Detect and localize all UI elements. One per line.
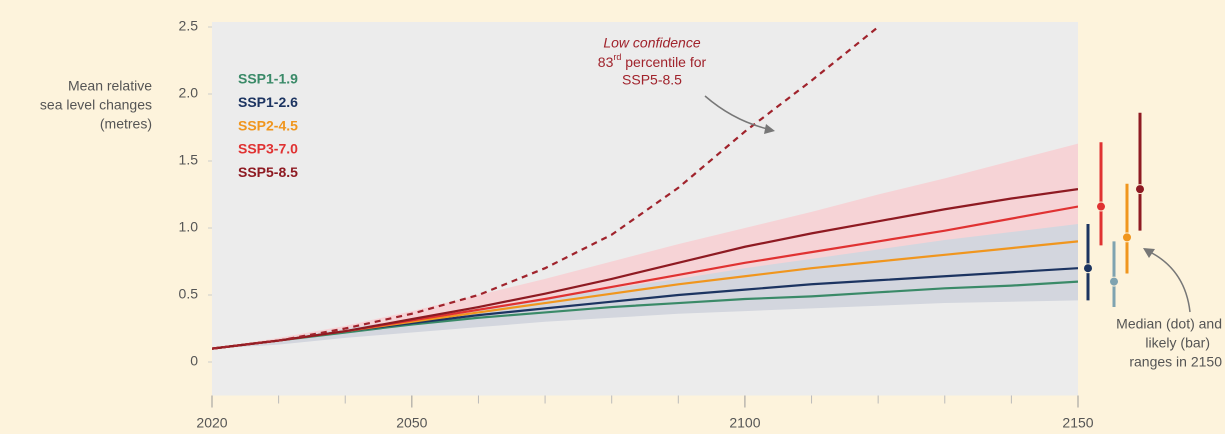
- plot-area: 0 0.5 1.0 1.5 2.0 2.5 2020 2050 2100 2150 SSP1-1.9…: [179, 18, 1094, 431]
- median-dot: [1109, 276, 1119, 287]
- y-axis-label: sea level changes: [40, 97, 152, 113]
- median-dot: [1096, 201, 1106, 212]
- note: Median (dot) and: [1116, 316, 1222, 332]
- note: likely (bar): [1145, 335, 1210, 351]
- y-tick-label: 0.5: [179, 286, 199, 302]
- legend-label: SSP1-2.6: [238, 94, 298, 110]
- y-tick-label: 2.5: [179, 18, 199, 34]
- series-line: [212, 280, 1078, 350]
- median-dot: [1135, 184, 1145, 195]
- arrowhead: [764, 124, 775, 134]
- y-axis-label: Mean relative: [68, 78, 152, 94]
- legend-label: SSP5-8.5: [238, 164, 298, 180]
- x-tick-label: 2100: [729, 415, 760, 431]
- legend-label: SSP2-4.5: [238, 117, 298, 133]
- arrow: [1145, 249, 1191, 313]
- y-tick-label: 1.0: [179, 219, 199, 235]
- annotation: Low confidence: [603, 35, 701, 51]
- annotation: 83rd percentile for: [598, 52, 707, 69]
- legend-label: SSP1-1.9: [238, 71, 298, 87]
- y-tick-label: 0: [190, 353, 198, 369]
- median-dot: [1122, 232, 1132, 243]
- annotation-part: rd: [613, 52, 621, 62]
- y-axis-label: (metres): [100, 116, 152, 132]
- y-tick-label: 2.0: [179, 85, 199, 101]
- y-tick-label: 1.5: [179, 152, 199, 168]
- x-tick-label: 2050: [396, 415, 427, 431]
- median-dot: [1083, 263, 1093, 274]
- x-tick-label: 2020: [196, 415, 227, 431]
- low-confidence-line: [212, 27, 879, 350]
- arrowhead: [1143, 248, 1155, 258]
- clip-group: [212, 27, 1078, 350]
- annotation: SSP5-8.5: [622, 72, 682, 88]
- series-line: [212, 188, 1078, 350]
- note: ranges in 2150: [1129, 354, 1222, 370]
- annotation-part: percentile for: [621, 54, 706, 70]
- x-tick-label: 2150: [1062, 415, 1093, 431]
- legend-label: SSP3-7.0: [238, 141, 298, 157]
- annotation-part: 83: [598, 54, 614, 70]
